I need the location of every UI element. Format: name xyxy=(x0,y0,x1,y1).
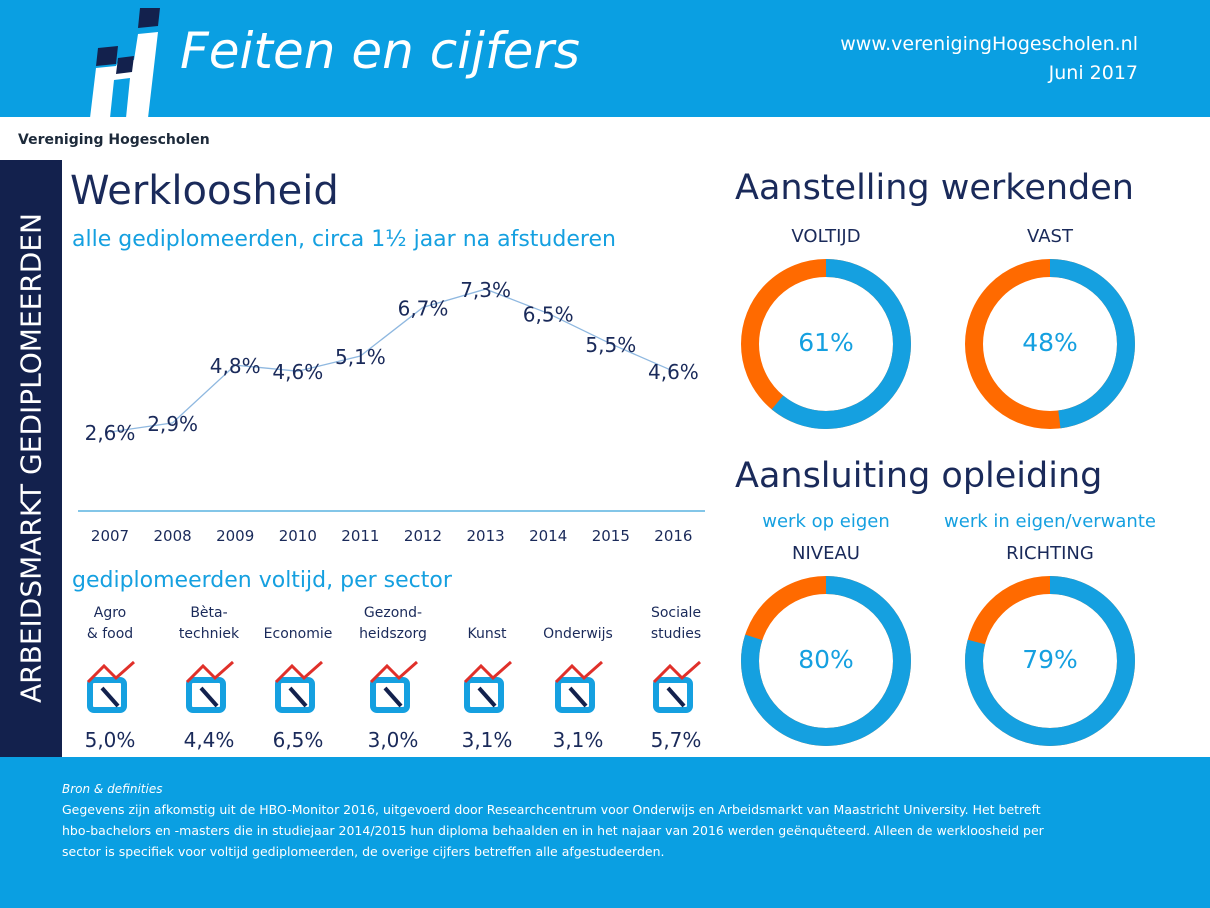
sector-label-line: Kunst xyxy=(467,626,507,642)
sector-label: Gezond-heidszorg xyxy=(359,603,427,645)
data-label: 4,6% xyxy=(648,360,699,384)
website-url[interactable]: www.verenigingHogescholen.nl xyxy=(840,33,1138,55)
x-tick-label: 2016 xyxy=(654,527,692,545)
footer-line: Gegevens zijn afkomstig uit de HBO-Monit… xyxy=(62,802,1041,817)
x-tick-label: 2013 xyxy=(467,527,505,545)
sector-label-line: Onderwijs xyxy=(543,626,613,642)
sector-value: 3,1% xyxy=(552,728,604,752)
data-label: 6,5% xyxy=(523,302,574,326)
x-tick-label: 2014 xyxy=(529,527,567,545)
sector-value: 6,5% xyxy=(272,728,324,752)
sector-label: Kunst xyxy=(467,603,506,645)
sector-label-line: techniek xyxy=(178,626,240,642)
sector-title: gediplomeerden voltijd, per sector xyxy=(72,568,452,593)
data-label: 5,5% xyxy=(585,333,636,357)
sector-label-line: Sociale xyxy=(650,605,702,621)
donut-chart xyxy=(741,576,911,746)
publication-date: Juni 2017 xyxy=(1048,62,1138,84)
data-label: 4,8% xyxy=(210,354,261,378)
music-pencil-icon xyxy=(463,660,512,713)
sector-label: Agro & food xyxy=(87,603,133,645)
donut-value: 79% xyxy=(1022,645,1078,674)
sector-value: 5,7% xyxy=(650,728,702,752)
sector-label-line: & food xyxy=(86,626,134,642)
code-gear-icon xyxy=(185,660,234,713)
donut-chart xyxy=(965,259,1135,429)
sector-label-line: Economie xyxy=(263,626,333,642)
aanstelling-title: Aanstelling werkenden xyxy=(735,168,1134,208)
sector-label-line: Agro xyxy=(93,605,127,621)
data-label: 2,9% xyxy=(147,412,198,436)
sector-label-line xyxy=(467,603,506,624)
wheat-testtube-icon xyxy=(86,660,135,713)
sector-value: 4,4% xyxy=(183,728,235,752)
page-title: Feiten en cijfers xyxy=(180,22,580,80)
donut-value: 48% xyxy=(1022,328,1078,357)
x-tick-label: 2007 xyxy=(91,527,129,545)
person-icon xyxy=(652,660,701,713)
donut-label: NIVEAU xyxy=(792,543,860,564)
sector-value: 5,0% xyxy=(84,728,136,752)
sector-label-line xyxy=(264,603,333,624)
unemployment-line xyxy=(109,288,674,433)
x-tick-label: 2010 xyxy=(279,527,317,545)
sector-label: Economie xyxy=(264,603,333,645)
donut-chart xyxy=(965,576,1135,746)
werkloosheid-subtitle: alle gediplomeerden, circa 1½ jaar na af… xyxy=(72,227,616,252)
unemployment-line-chart: 2,6% 2007 2,9% 2008 4,8% 2009 4,6% 2010 5,1% 2011… xyxy=(78,278,705,545)
data-label: 4,6% xyxy=(272,360,323,384)
sector-label-line: Gezond- xyxy=(363,605,423,621)
donut-label: RICHTING xyxy=(1006,543,1094,564)
sector-value: 3,1% xyxy=(461,728,513,752)
data-label: 2,6% xyxy=(85,421,136,445)
donut-chart xyxy=(741,259,911,429)
organization-name: Vereniging Hogescholen xyxy=(18,132,210,148)
bar-chart-icon xyxy=(274,660,323,713)
sector-label-line: Bèta- xyxy=(190,605,228,621)
donut-caption: werk op eigen xyxy=(762,511,890,532)
diploma-tablet-icon xyxy=(554,660,603,713)
donut-value-arc xyxy=(741,576,911,746)
sector-value: 3,0% xyxy=(367,728,419,752)
x-tick-label: 2008 xyxy=(154,527,192,545)
werkloosheid-title: Werkloosheid xyxy=(70,168,339,214)
x-tick-label: 2009 xyxy=(216,527,254,545)
x-tick-label: 2012 xyxy=(404,527,442,545)
side-band xyxy=(0,160,62,757)
donut-caption: werk in eigen/verwante xyxy=(944,511,1156,532)
header-banner: Feiten en cijfers www.verenigingHogescho… xyxy=(0,0,1210,118)
x-tick-label: 2011 xyxy=(341,527,379,545)
donut-value-arc xyxy=(965,576,1135,746)
donut-label: VAST xyxy=(1027,226,1073,247)
data-label: 5,1% xyxy=(335,345,386,369)
donut-value-arc xyxy=(965,259,1135,429)
aansluiting-title: Aansluiting opleiding xyxy=(735,456,1103,496)
footer-heading: Bron & definities xyxy=(62,782,163,796)
medical-icon xyxy=(369,660,418,713)
sector-label-line: heidszorg xyxy=(359,626,427,642)
sector-label-line: studies xyxy=(650,626,702,642)
donut-value-arc xyxy=(741,259,911,429)
logo-icon xyxy=(90,8,160,118)
sector-label: Bèta-techniek xyxy=(179,603,239,645)
sector-label: Onderwijs xyxy=(543,603,613,645)
footer: Bron & definities Gegevens zijn afkomsti… xyxy=(0,757,1210,908)
footer-line: sector is specifiek voor voltijd gediplo… xyxy=(62,844,665,859)
sector-label-line xyxy=(543,603,613,624)
donut-value: 80% xyxy=(798,645,854,674)
data-label: 6,7% xyxy=(398,296,449,320)
data-label: 7,3% xyxy=(460,278,511,302)
donut-label: VOLTIJD xyxy=(791,226,861,247)
footer-line: hbo-bachelors en -masters die in studiej… xyxy=(62,823,1044,838)
donut-value: 61% xyxy=(798,328,854,357)
sector-label: Sociale studies xyxy=(651,603,701,645)
x-tick-label: 2015 xyxy=(592,527,630,545)
